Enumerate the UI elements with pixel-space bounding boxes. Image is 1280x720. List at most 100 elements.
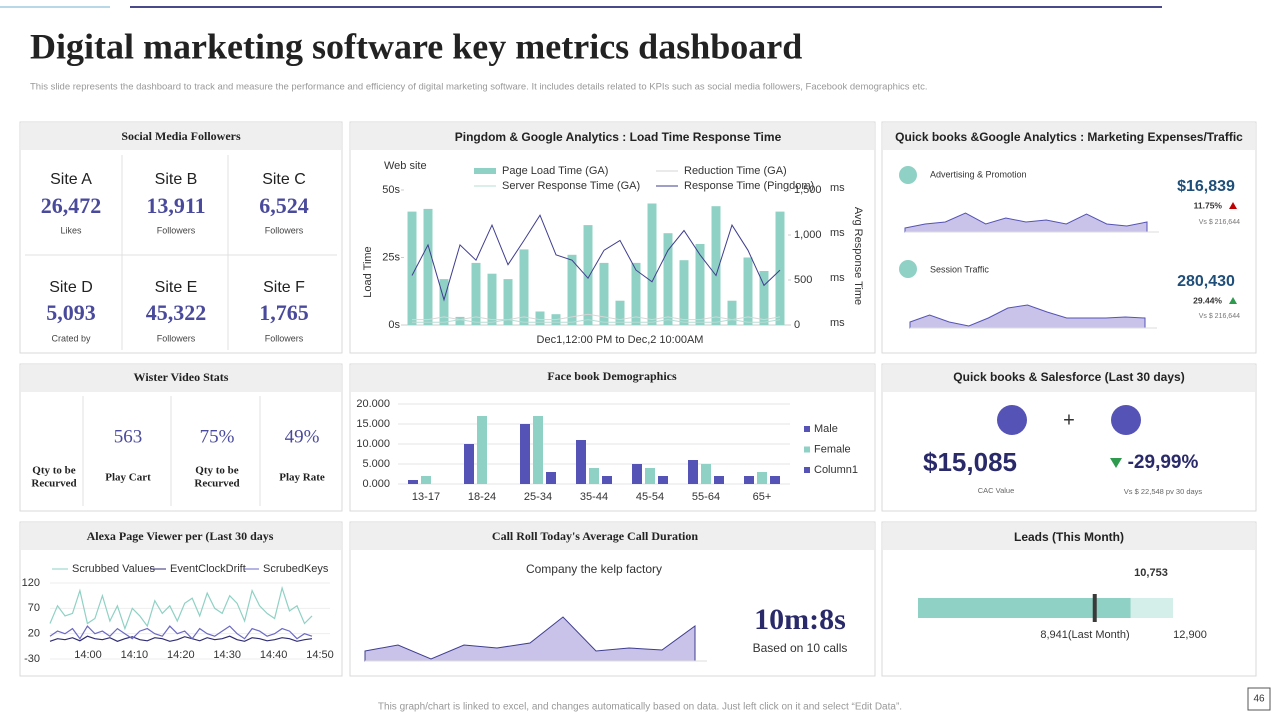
site-value: 13,911: [146, 193, 205, 218]
x-tick-label: 14:10: [121, 649, 149, 661]
line: [412, 319, 781, 323]
icon: [997, 405, 1027, 435]
y-tick-label: 10.000: [356, 438, 390, 450]
y-tick-label: 20.000: [356, 398, 390, 410]
line: [412, 313, 781, 321]
plus: +: [1063, 409, 1075, 431]
panel-header: [351, 523, 874, 550]
legend-swatch: [804, 467, 810, 473]
stat-label: Play Cart: [105, 472, 151, 484]
x-tick-label: 45-54: [636, 491, 664, 503]
legend-label: Male: [814, 423, 838, 435]
panel-header: [21, 123, 341, 150]
bar: [487, 273, 497, 325]
legend-label: ScrubedKeys: [263, 563, 329, 575]
bar: [679, 260, 689, 325]
site-value: 5,093: [46, 300, 96, 325]
bar: [455, 316, 465, 325]
up-arrow: [1229, 202, 1237, 209]
area: [904, 212, 1148, 233]
bar: [583, 225, 593, 325]
bar: [775, 211, 785, 325]
bar: [602, 476, 612, 484]
panel-title: Alexa Page Viewer per (Last 30 days: [87, 529, 274, 543]
bar: [743, 257, 753, 325]
y-tick-label: 5.000: [362, 458, 390, 470]
site-name: Site F: [263, 279, 305, 296]
legend-swatch: [804, 426, 810, 432]
panel-title: Pingdom & Google Analytics : Load Time R…: [455, 130, 782, 144]
y-tick-label: -30: [24, 653, 40, 665]
change: -29,99%: [1128, 452, 1199, 473]
site-name: Site A: [50, 171, 92, 188]
caption: Web site: [384, 160, 427, 172]
x-tick-label: 25-34: [524, 491, 552, 503]
bar: [631, 262, 641, 325]
panel-header: [21, 365, 341, 392]
y2-axis-label: Avg Response Time: [852, 207, 864, 305]
y2-unit: ms: [830, 317, 845, 329]
y2-tick-label: 1,500: [794, 184, 822, 196]
stat-value: 563: [114, 426, 143, 447]
legend-label: Server Response Time (GA): [502, 180, 640, 192]
panels: [19, 121, 1257, 677]
max-label: 12,900: [1173, 629, 1207, 641]
y2-unit: ms: [830, 227, 845, 239]
bar: [407, 211, 417, 325]
line: [49, 635, 313, 642]
subtitle: This slide represents the dashboard to t…: [30, 82, 928, 93]
kpi-value: $16,839: [1177, 178, 1235, 195]
y-tick-label: 15.000: [356, 418, 390, 430]
x-tick-label: 13-17: [412, 491, 440, 503]
panel-header: [21, 523, 341, 550]
bar: [688, 460, 698, 484]
panel-header: [351, 365, 874, 392]
call-duration: 10m:8s: [754, 603, 846, 636]
panel-title: Face book Demographics: [547, 369, 677, 383]
x-tick-label: 14:00: [74, 649, 102, 661]
panel: [19, 121, 343, 354]
x-tick-label: 14:40: [260, 649, 288, 661]
panel-header: [883, 365, 1255, 392]
kpi-change: 11.75%: [1194, 200, 1223, 210]
bar: [663, 233, 673, 325]
stat-label: Recurved: [31, 478, 76, 490]
page-number-box: [1247, 687, 1271, 711]
panel-header: [351, 123, 874, 150]
panel: [881, 121, 1257, 354]
y-tick-label: 20: [28, 628, 40, 640]
x-tick-label: 65+: [753, 491, 772, 503]
kpi-name: Advertising & Promotion: [930, 169, 1027, 179]
legend-label: Response Time (Pingdom): [684, 180, 814, 192]
x-tick-label: 18-24: [468, 491, 496, 503]
site-metric: Followers: [157, 225, 196, 235]
kpi-name: Session Traffic: [930, 264, 989, 274]
site-metric: Followers: [265, 225, 304, 235]
bar: [658, 476, 668, 484]
bar: [589, 468, 599, 484]
bar: [759, 271, 769, 325]
bar: [645, 468, 655, 484]
kpi-value: 280,430: [1177, 273, 1235, 290]
bar: [576, 440, 586, 484]
x-tick-label: 14:20: [167, 649, 195, 661]
y2-unit: ms: [830, 272, 845, 284]
bar: [599, 262, 609, 325]
bar: [711, 206, 721, 325]
legend-label: Scrubbed Values: [72, 563, 155, 575]
footer: This graph/chart is linked to excel, and…: [378, 702, 902, 713]
panel-title: Leads (This Month): [1014, 530, 1124, 544]
y-tick-label: 120: [22, 577, 40, 589]
x-tick-label: 55-64: [692, 491, 720, 503]
bar: [632, 464, 642, 484]
y2-tick-label: 0: [794, 319, 800, 331]
stat-value: 49%: [285, 426, 320, 447]
bar: [477, 416, 487, 484]
y2-unit: ms: [830, 182, 845, 194]
icon: [1111, 405, 1141, 435]
bar: [519, 249, 529, 325]
bar: [546, 472, 556, 484]
area: [364, 616, 696, 662]
bar: [744, 476, 754, 484]
bar: [695, 244, 705, 325]
